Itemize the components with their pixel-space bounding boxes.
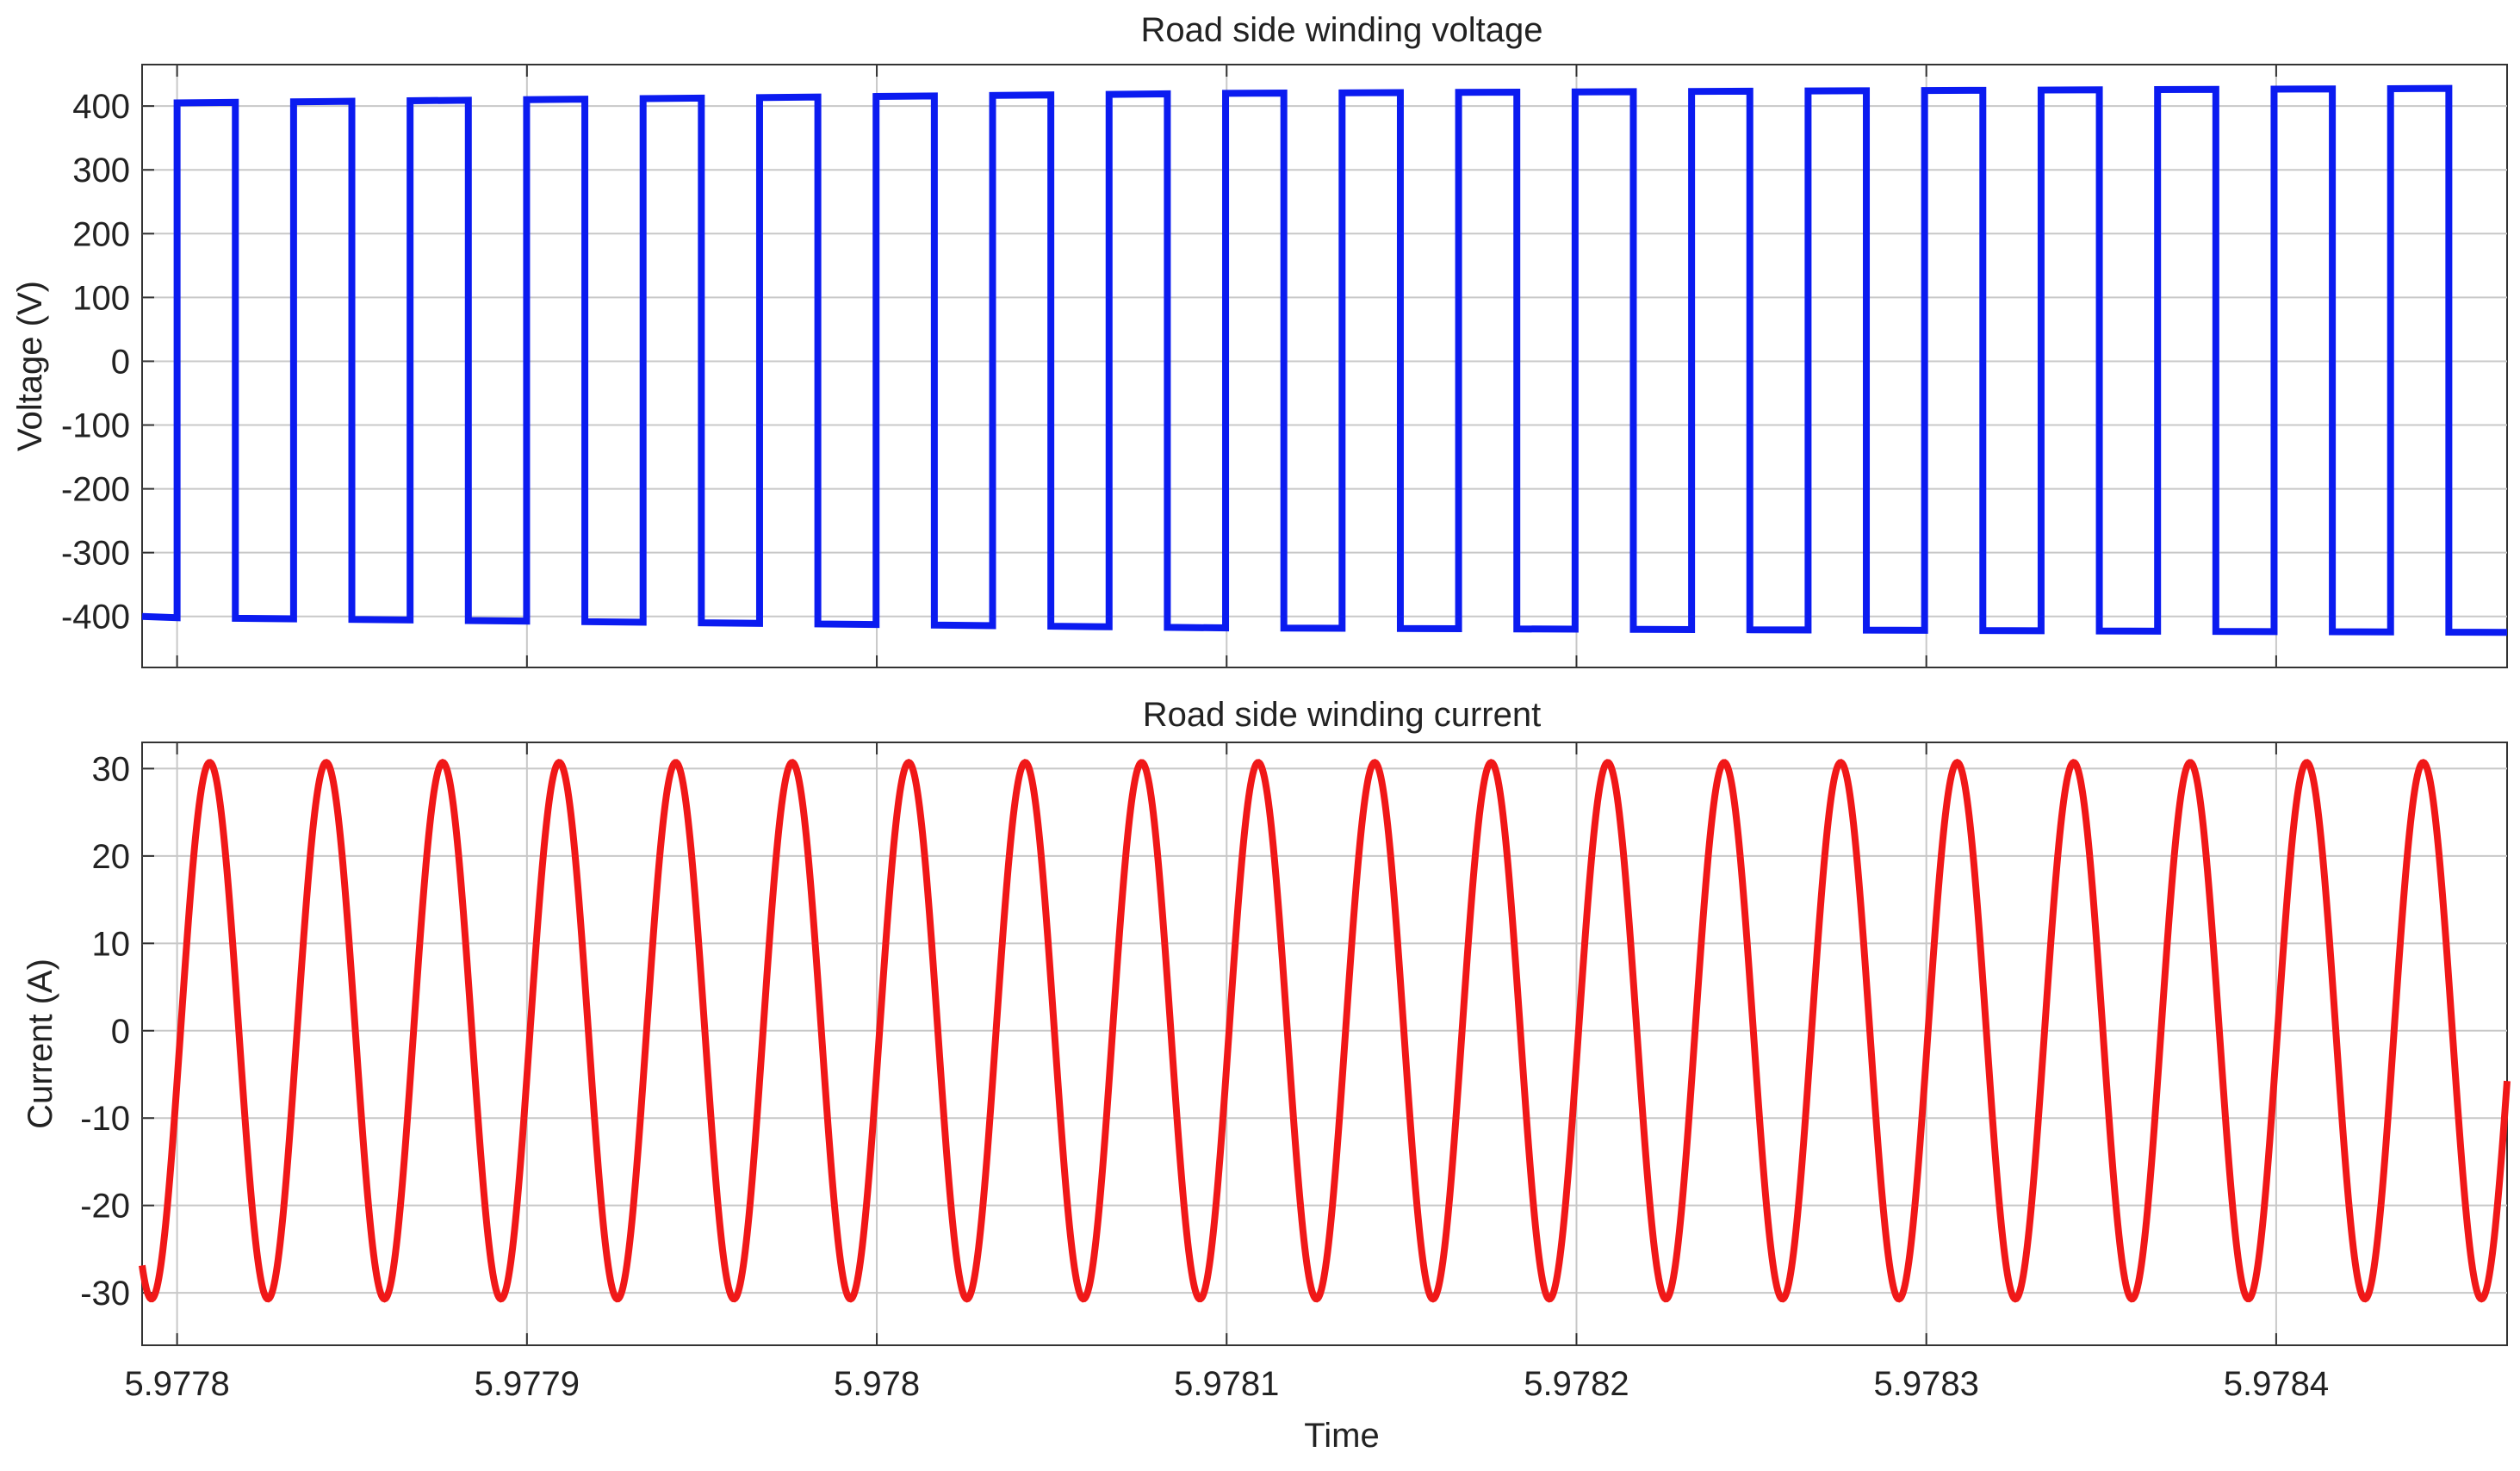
current-series [139,759,2511,1303]
x-tick-label: 5.9784 [2224,1365,2329,1403]
current-x-ticks: 5.9778 5.9779 5.978 5.9781 5.9782 5.9783 5.978… [124,742,2329,1403]
y-tick-label: 400 [72,88,130,126]
y-tick-label: -200 [61,471,130,509]
x-tick-label: 5.9782 [1524,1365,1629,1403]
x-tick-label: 5.9778 [124,1365,229,1403]
x-tick-label: 5.9779 [475,1365,580,1403]
y-tick-label: -20 [80,1188,130,1226]
current-plot-area [141,742,2508,1346]
voltage-y-ticks: 400 300 200 100 0 -100 -200 -300 -400 [61,88,154,636]
voltage-chart-title: Road side winding voltage [1141,11,1543,49]
x-tick-label: 5.9781 [1174,1365,1279,1403]
y-tick-label: -400 [61,599,130,636]
y-tick-label: -300 [61,535,130,573]
time-x-axis-label: Time [1304,1417,1379,1455]
y-tick-label: 100 [72,279,130,317]
current-y-axis-label: Current (A) [22,959,59,1129]
y-tick-label: 10 [92,925,131,963]
y-tick-label: 0 [111,343,130,381]
current-chart-title: Road side winding current [1143,696,1541,734]
y-tick-label: 200 [72,215,130,253]
voltage-series [141,84,2508,636]
voltage-plot-area [141,64,2508,668]
y-tick-label: -30 [80,1275,130,1313]
x-tick-label: 5.9783 [1874,1365,1979,1403]
y-tick-label: 20 [92,838,131,876]
y-tick-label: 30 [92,750,131,788]
x-tick-label: 5.978 [834,1365,920,1403]
y-tick-label: 300 [72,152,130,189]
voltage-trace [141,84,2508,636]
current-trace [139,759,2511,1303]
current-y-ticks: 30 20 10 0 -10 -20 -30 [80,750,154,1313]
y-tick-label: -100 [61,407,130,445]
y-tick-label: -10 [80,1100,130,1138]
voltage-y-axis-label: Voltage (V) [11,281,49,451]
voltage-x-ticks [176,65,2277,667]
y-tick-label: 0 [111,1013,130,1051]
